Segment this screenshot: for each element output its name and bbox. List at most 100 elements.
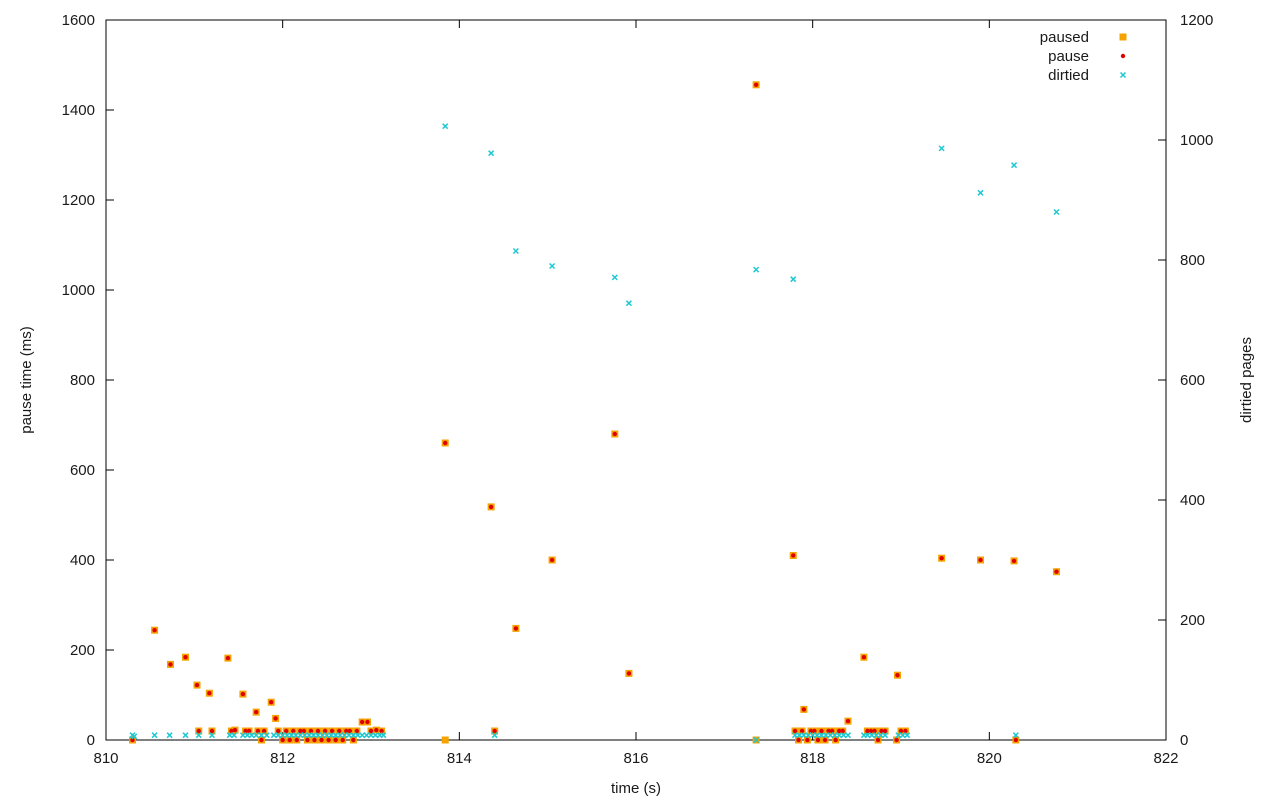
y-tick-label: 1400 (62, 102, 95, 119)
pause-point (895, 673, 900, 678)
pause-point (379, 728, 384, 734)
y2-axis-label: dirtied pages (1238, 337, 1255, 423)
dirtied-point (279, 732, 286, 739)
pause-point (1011, 558, 1017, 564)
pause-point (808, 728, 814, 734)
pause-point (347, 728, 352, 734)
dirtied-point (270, 732, 277, 739)
dirtied-point (814, 732, 821, 739)
pause-point (322, 728, 328, 734)
x-axis-ticks: 810 812 814 816 818 820 822 (93, 20, 1179, 767)
pause-point (261, 728, 267, 734)
pause-point (351, 737, 356, 743)
pause-point (612, 431, 617, 437)
pause-point (280, 737, 285, 743)
dirtied-point (248, 732, 255, 739)
pause-point (822, 737, 828, 743)
y2-tick-label: 1000 (1180, 132, 1213, 149)
dirtied-point (800, 732, 807, 739)
pause-point (861, 655, 867, 660)
pause-point (845, 718, 851, 724)
dirtied-point (337, 732, 344, 739)
pause-point (626, 671, 632, 676)
y-tick-label: 1600 (62, 12, 95, 29)
dirtied-point (753, 266, 760, 273)
dirtied-point (864, 732, 871, 739)
y2-tick-label: 800 (1180, 252, 1205, 269)
pause-point (232, 727, 238, 733)
pause-point (259, 737, 264, 743)
dirtied-point (790, 276, 797, 283)
dirtied-point (882, 732, 889, 739)
dirtied-point (840, 732, 847, 739)
pause-point (344, 728, 349, 734)
dirtied-point (977, 189, 984, 196)
x-tick-label: 810 (93, 750, 118, 767)
dirtied-point (332, 732, 339, 739)
dirtied-point (791, 732, 799, 739)
dirtied-point (301, 732, 308, 739)
pause-point (443, 440, 448, 446)
pause-point (276, 728, 281, 734)
pause-point (273, 716, 278, 721)
y2-tick-label: 1200 (1180, 12, 1213, 29)
pause-point (868, 728, 874, 734)
dirtied-point (818, 732, 825, 739)
dirtied-point (753, 736, 760, 744)
pause-point (308, 728, 314, 734)
pause-point (326, 737, 331, 743)
dirtied-point (323, 732, 330, 739)
pause-point (294, 737, 299, 743)
legend-marker-pause (1120, 53, 1126, 59)
pause-point (815, 737, 821, 743)
x-tick-label: 820 (977, 750, 1002, 767)
dirtied-point (319, 732, 326, 739)
dirtied-point (182, 732, 189, 739)
dirtied-point (275, 732, 282, 739)
pause-point (246, 728, 252, 734)
y-tick-label: 200 (70, 642, 95, 659)
pause-point (207, 691, 212, 696)
dirtied-point (868, 732, 875, 739)
pause-point (833, 737, 838, 743)
dirtied-point (1011, 162, 1018, 169)
dirtied-point (549, 262, 556, 270)
dirtied-point (310, 732, 317, 739)
pause-point (291, 728, 296, 734)
dirtied-point (244, 732, 251, 739)
series-pause (130, 82, 1059, 743)
y-axis-ticks: 0 200 400 600 800 1000 1200 1400 1600 (62, 12, 114, 749)
dirtied-point (822, 732, 829, 739)
y2-tick-label: 600 (1180, 372, 1205, 389)
pause-point (229, 728, 234, 734)
dirtied-point (226, 732, 233, 739)
pause-point (312, 737, 317, 743)
dirtied-point (231, 732, 238, 739)
pause-point (898, 728, 904, 734)
series-dirtied (129, 123, 1060, 744)
pause-point (978, 557, 983, 563)
pause-point (875, 737, 881, 743)
pause-point (225, 655, 231, 661)
pause-point (826, 728, 831, 734)
pause-point (253, 709, 259, 715)
dirtied-point (345, 732, 352, 739)
pause-point (753, 82, 759, 88)
y-tick-label: 1000 (62, 282, 95, 299)
dirtied-point (166, 732, 173, 739)
dirtied-point (796, 732, 803, 739)
dirtied-point (341, 732, 348, 739)
y-axis-label: pause time (ms) (18, 326, 35, 434)
pause-point (903, 728, 908, 734)
x-tick-label: 812 (270, 750, 295, 767)
pause-point (194, 682, 200, 688)
y-tick-label: 600 (70, 462, 95, 479)
pause-point (879, 728, 884, 734)
pause-point (301, 728, 307, 734)
y2-tick-label: 200 (1180, 612, 1205, 629)
pause-point (354, 728, 360, 734)
dirtied-point (297, 732, 304, 739)
dirtied-point (899, 732, 906, 739)
pause-point (1013, 737, 1019, 743)
